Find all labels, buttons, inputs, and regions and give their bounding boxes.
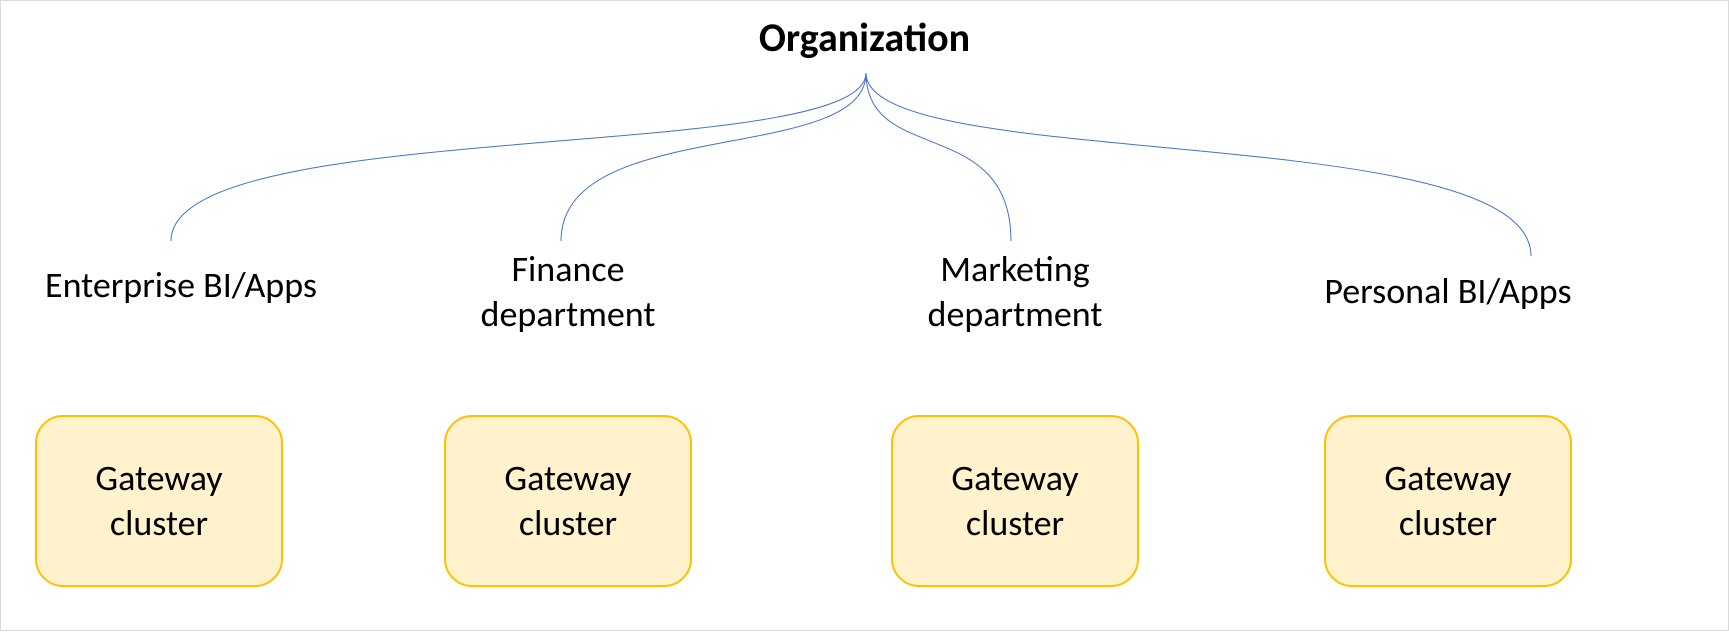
gateway-cluster-box-3: Gateway cluster	[891, 415, 1139, 587]
root-title: Organization	[1, 13, 1728, 62]
gateway-cluster-box-1: Gateway cluster	[35, 415, 283, 587]
branch-label-finance: Finance department	[418, 247, 718, 337]
gateway-cluster-box-2: Gateway cluster	[444, 415, 692, 587]
branch-label-personal: Personal BI/Apps	[1288, 269, 1608, 314]
branch-label-enterprise: Enterprise BI/Apps	[11, 263, 351, 308]
gateway-cluster-box-4: Gateway cluster	[1324, 415, 1572, 587]
diagram-frame: Organization Enterprise BI/Apps Finance …	[0, 0, 1729, 631]
branch-label-marketing: Marketing department	[865, 247, 1165, 337]
